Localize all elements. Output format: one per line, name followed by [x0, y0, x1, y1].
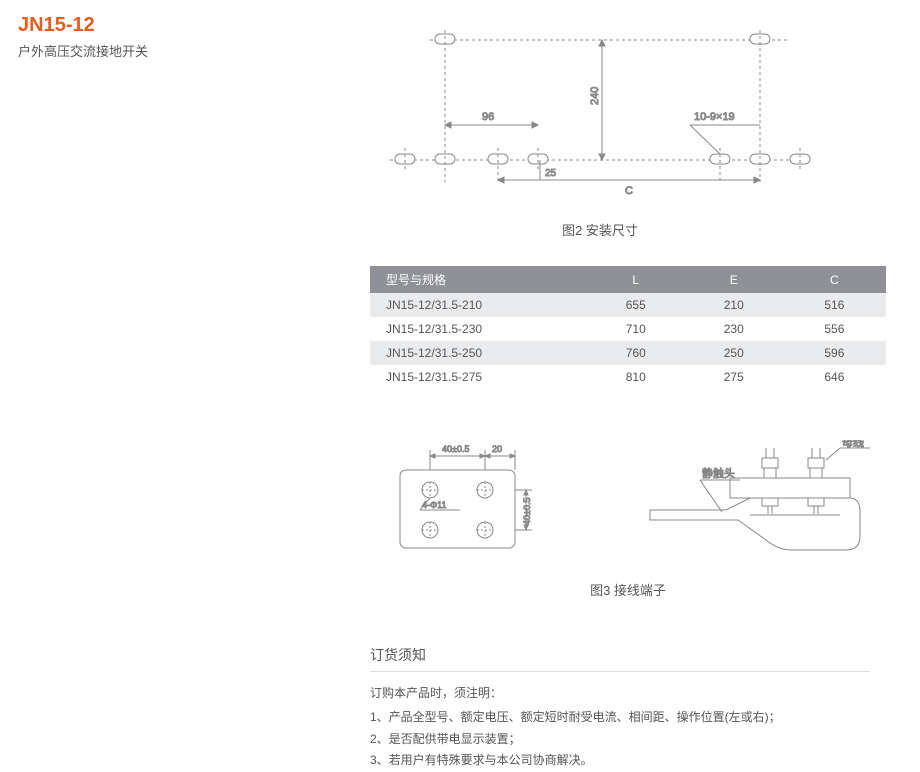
table-cell: 655	[587, 293, 685, 317]
table-header-cell: L	[587, 266, 685, 293]
spec-table: 型号与规格LEC JN15-12/31.5-210655210516JN15-1…	[370, 266, 886, 389]
table-row: JN15-12/31.5-250760250596	[370, 341, 886, 365]
dim-25: 25	[545, 168, 557, 179]
table-cell: 250	[685, 341, 783, 365]
spec-table-body: JN15-12/31.5-210655210516JN15-12/31.5-23…	[370, 293, 886, 389]
order-item: 3、若用户有特殊要求与本公司协商解决。	[370, 750, 870, 772]
table-cell: JN15-12/31.5-250	[370, 341, 587, 365]
slot-label: 10-9×19	[694, 111, 735, 123]
table-cell: 275	[685, 365, 783, 389]
table-cell: 210	[685, 293, 783, 317]
table-cell: 596	[783, 341, 886, 365]
dim-240: 240	[589, 87, 601, 105]
order-intro: 订购本产品时，须注明：	[370, 684, 870, 701]
order-item: 1、产品全型号、额定电压、额定短时耐受电流、相间距、操作位置(左或右)；	[370, 707, 870, 729]
table-cell: 556	[783, 317, 886, 341]
order-item: 2、是否配供带电显示装置；	[370, 729, 870, 751]
table-cell: 710	[587, 317, 685, 341]
product-subtitle: 户外高压交流接地开关	[18, 41, 148, 60]
diagram-2-svg: 96 240 25 C 10-9×19	[370, 20, 830, 210]
diagram-3-svg: 4-Φ11 40±0.5 20 40±0.5	[370, 440, 886, 590]
order-title: 订货须知	[370, 645, 870, 672]
table-header-cell: E	[685, 266, 783, 293]
page-header: JN15-12 户外高压交流接地开关	[18, 14, 148, 60]
table-header-cell: C	[783, 266, 886, 293]
table-cell: 646	[783, 365, 886, 389]
dim-40a: 40±0.5	[442, 444, 469, 454]
table-cell: JN15-12/31.5-275	[370, 365, 587, 389]
table-cell: 810	[587, 365, 685, 389]
table-header-cell: 型号与规格	[370, 266, 587, 293]
table-cell: JN15-12/31.5-210	[370, 293, 587, 317]
spec-table-head: 型号与规格LEC	[370, 266, 886, 293]
order-section: 订货须知 订购本产品时，须注明： 1、产品全型号、额定电压、额定短时耐受电流、相…	[370, 645, 870, 772]
dim-96: 96	[482, 111, 494, 123]
table-row: JN15-12/31.5-210655210516	[370, 293, 886, 317]
table-cell: JN15-12/31.5-230	[370, 317, 587, 341]
table-cell: 516	[783, 293, 886, 317]
label-contact: 静触头	[702, 466, 735, 480]
dim-20: 20	[492, 444, 502, 454]
diagram-2-caption: 图2 安装尺寸	[370, 220, 830, 239]
diagram-2-install-dimensions: 96 240 25 C 10-9×19 图2 安装尺寸	[370, 20, 830, 210]
diagram-3-caption: 图3 接线端子	[370, 580, 886, 599]
table-row: JN15-12/31.5-230710230556	[370, 317, 886, 341]
order-list: 1、产品全型号、额定电压、额定短时耐受电流、相间距、操作位置(左或右)； 2、是…	[370, 707, 870, 772]
diagram-3-terminal: 4-Φ11 40±0.5 20 40±0.5	[370, 440, 886, 600]
dim-40b: 40±0.5	[522, 498, 532, 525]
table-cell: 760	[587, 341, 685, 365]
hole-label: 4-Φ11	[422, 500, 447, 510]
product-title: JN15-12	[18, 14, 148, 37]
table-cell: 230	[685, 317, 783, 341]
dim-c: C	[625, 185, 633, 197]
label-busbar: 母线	[842, 440, 864, 449]
table-row: JN15-12/31.5-275810275646	[370, 365, 886, 389]
